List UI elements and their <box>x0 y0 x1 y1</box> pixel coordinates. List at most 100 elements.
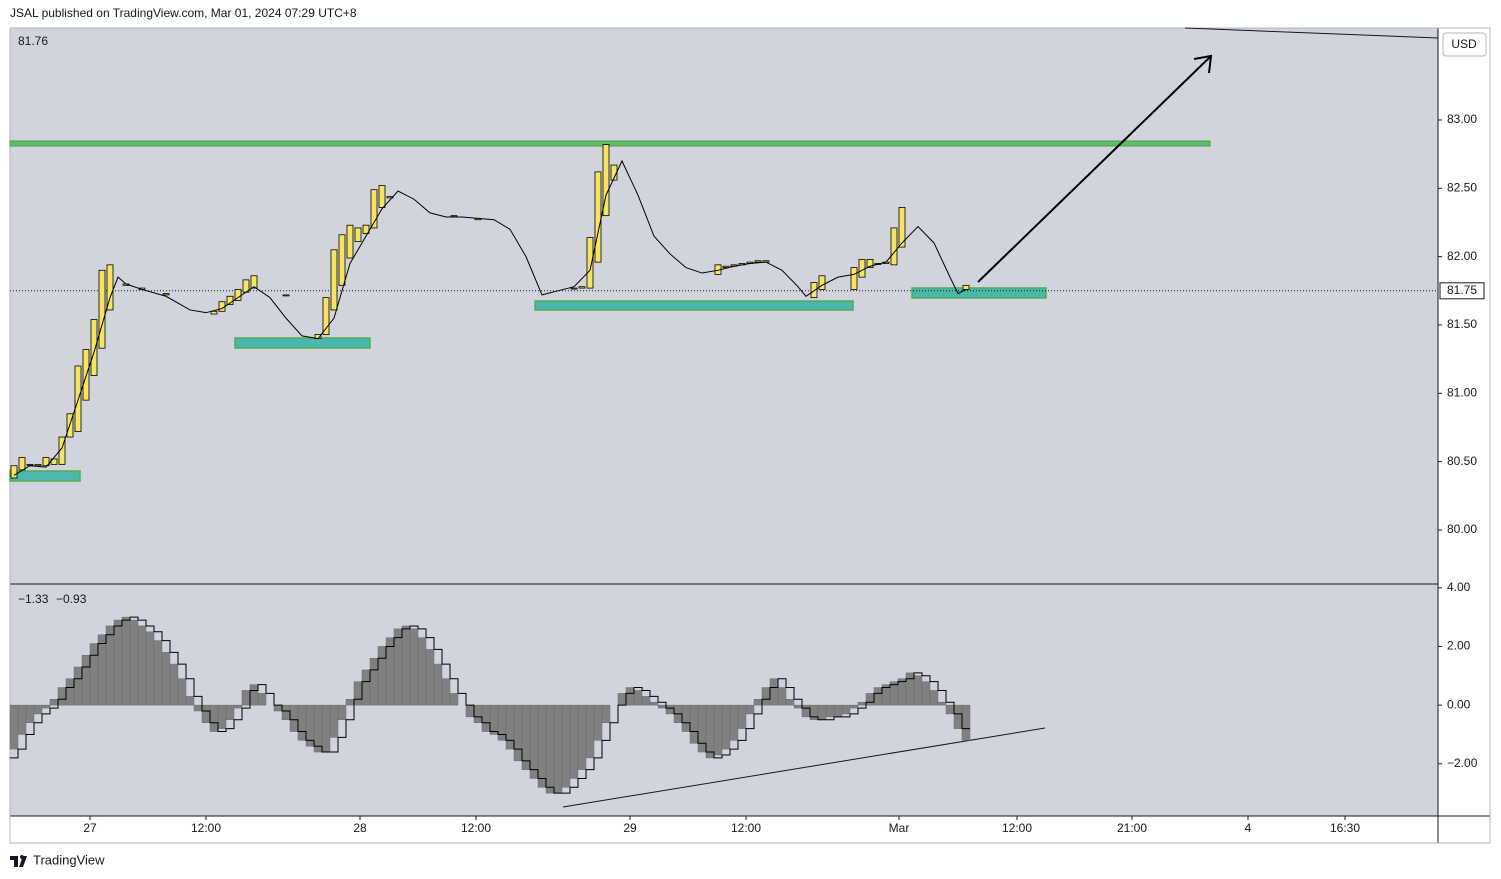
histogram-bar <box>337 704 347 721</box>
histogram-bar <box>849 704 859 709</box>
histogram-bar <box>801 704 811 718</box>
histogram-bar <box>897 678 907 706</box>
histogram-bar <box>825 704 835 718</box>
histogram-bar <box>217 704 227 729</box>
candle <box>890 227 898 266</box>
candle <box>450 215 458 218</box>
histogram-bar <box>177 678 187 706</box>
histogram-bar <box>657 704 667 709</box>
histogram-bar <box>273 704 283 712</box>
histogram-bar <box>433 663 443 706</box>
moving-average <box>13 159 967 476</box>
y-tick-label: 82.00 <box>1447 249 1477 263</box>
histogram-bar <box>81 655 91 706</box>
legend-value: −0.93 <box>56 592 87 606</box>
histogram-bar <box>681 704 691 732</box>
support-zone <box>234 337 371 349</box>
histogram-bar <box>777 687 787 706</box>
histogram-bar <box>97 634 107 706</box>
brand-name: TradingView <box>33 852 105 867</box>
candle <box>818 275 826 290</box>
candle <box>330 249 338 311</box>
support-zone <box>534 300 854 311</box>
candle <box>218 301 226 312</box>
histogram-bar <box>545 704 555 794</box>
support-zone <box>9 470 81 482</box>
candle <box>850 267 858 290</box>
histogram-bar <box>297 704 307 741</box>
y-tick-label: 80.00 <box>1447 522 1477 536</box>
histogram-bar <box>345 699 355 706</box>
candle <box>338 234 346 286</box>
x-tick-label: Mar <box>889 821 910 835</box>
candle <box>42 457 50 467</box>
candle <box>362 224 370 234</box>
candle <box>26 463 34 466</box>
histogram-bar <box>737 704 747 729</box>
histogram-bar <box>129 619 139 706</box>
histogram-bar <box>385 637 395 706</box>
brand-logo: TradingView <box>10 852 105 867</box>
histogram-bar <box>601 704 611 723</box>
candle <box>866 258 874 268</box>
histogram-bar <box>721 704 731 750</box>
histogram-bar <box>761 687 771 706</box>
x-tick-label: 29 <box>623 821 637 835</box>
legend-value: 81.76 <box>18 34 48 48</box>
histogram-bar <box>465 704 475 718</box>
histogram-bar <box>521 704 531 770</box>
candle <box>370 189 378 229</box>
candle <box>898 207 906 248</box>
histogram-bar <box>833 704 843 718</box>
y-tick-label: 81.50 <box>1447 317 1477 331</box>
histogram-bar <box>905 672 915 706</box>
candle <box>722 265 730 268</box>
x-tick-label: 27 <box>83 821 97 835</box>
histogram-bar <box>537 704 547 788</box>
candle <box>602 144 610 217</box>
candle <box>162 293 170 296</box>
histogram-bar <box>425 649 435 706</box>
histogram-bar <box>121 616 131 706</box>
legend-value: −1.33 <box>18 592 49 606</box>
candle <box>234 289 242 301</box>
y-tick-label: 80.50 <box>1447 454 1477 468</box>
histogram-bar <box>417 637 427 706</box>
histogram-bar <box>329 704 339 738</box>
histogram-bar <box>473 704 483 723</box>
histogram-bar <box>41 704 51 709</box>
histogram-bar <box>873 687 883 706</box>
histogram-bar <box>225 704 235 721</box>
candle <box>226 295 234 305</box>
histogram-bar <box>313 704 323 753</box>
candle <box>962 284 970 290</box>
candle <box>210 310 218 315</box>
histogram-bar <box>449 693 459 706</box>
histogram-bar <box>817 704 827 721</box>
brand-icon <box>10 855 27 867</box>
histogram-bar <box>281 704 291 721</box>
x-tick-label: 16:30 <box>1330 821 1360 835</box>
pane-background <box>10 28 1438 816</box>
resistance-line <box>9 140 1211 147</box>
currency-label[interactable]: USD <box>1451 37 1477 51</box>
histogram-bar <box>257 693 267 706</box>
frame <box>9 27 1491 844</box>
x-tick-label: 12:00 <box>1002 821 1032 835</box>
histogram-bar <box>89 643 99 706</box>
currency-button[interactable] <box>1442 32 1487 57</box>
histogram-bar <box>57 687 67 706</box>
y-tick-label: 0.00 <box>1447 697 1471 711</box>
x-tick-label: 28 <box>353 821 367 835</box>
histogram-bar <box>241 690 251 706</box>
histogram-bar <box>513 704 523 762</box>
divergence-line <box>562 727 1046 808</box>
histogram-bar <box>921 681 931 706</box>
histogram-bar <box>145 631 155 706</box>
y-tick-label: 83.00 <box>1447 112 1477 126</box>
candle <box>18 457 26 471</box>
histogram-bar <box>785 699 795 706</box>
histogram-bar <box>49 699 59 706</box>
candle <box>10 465 18 479</box>
